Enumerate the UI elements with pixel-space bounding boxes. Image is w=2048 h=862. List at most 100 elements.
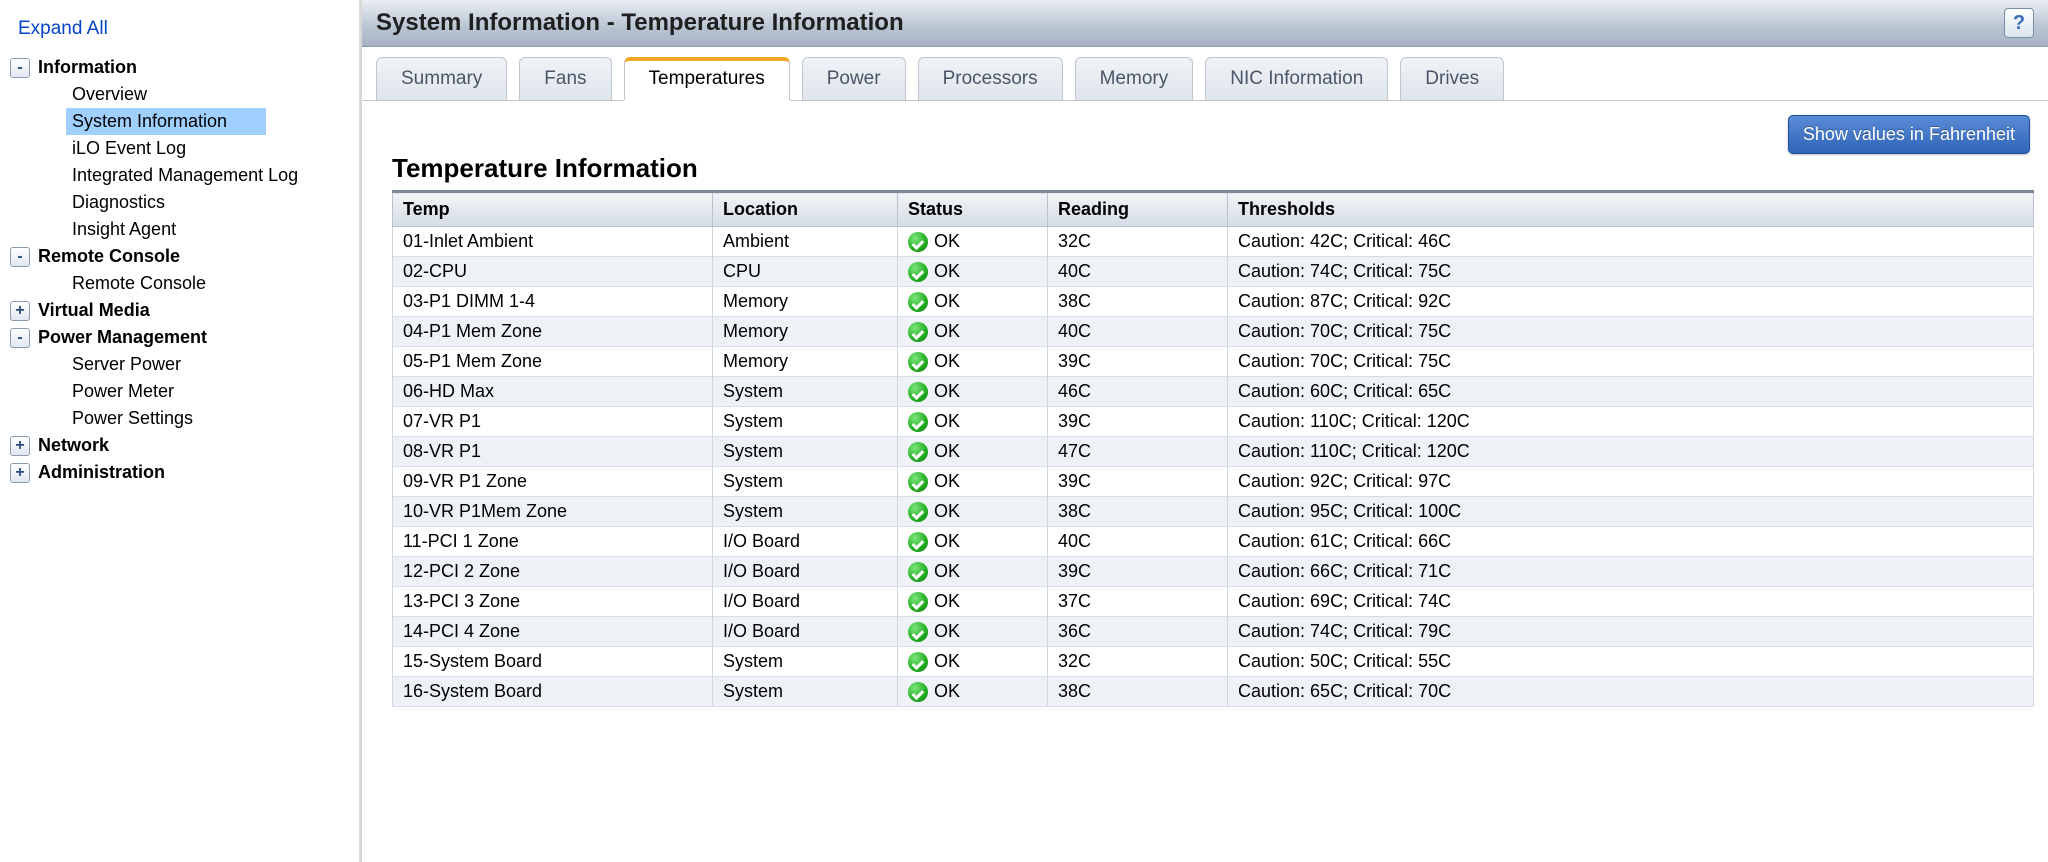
- cell-temp: 15-System Board: [393, 647, 713, 677]
- table-row: 08-VR P1SystemOK47CCaution: 110C; Critic…: [393, 437, 2034, 467]
- content-area: Show values in Fahrenheit Temperature In…: [362, 101, 2048, 721]
- cell-temp: 06-HD Max: [393, 377, 713, 407]
- cell-thresholds: Caution: 70C; Critical: 75C: [1228, 347, 2034, 377]
- toggle-unit-button[interactable]: Show values in Fahrenheit: [1788, 115, 2030, 154]
- expand-icon[interactable]: +: [10, 463, 30, 483]
- main-panel: System Information - Temperature Informa…: [362, 0, 2048, 862]
- column-header-thresholds[interactable]: Thresholds: [1228, 192, 2034, 227]
- nav-group-remote-console[interactable]: -Remote Console: [10, 243, 349, 270]
- status-ok-icon: [908, 412, 928, 432]
- cell-status: OK: [898, 407, 1048, 437]
- cell-temp: 13-PCI 3 Zone: [393, 587, 713, 617]
- nav-item-power-settings[interactable]: Power Settings: [66, 405, 266, 432]
- cell-status: OK: [898, 227, 1048, 257]
- collapse-icon[interactable]: -: [10, 247, 30, 267]
- cell-thresholds: Caution: 87C; Critical: 92C: [1228, 287, 2034, 317]
- collapse-icon[interactable]: -: [10, 58, 30, 78]
- column-header-reading[interactable]: Reading: [1048, 192, 1228, 227]
- table-row: 02-CPUCPUOK40CCaution: 74C; Critical: 75…: [393, 257, 2034, 287]
- cell-reading: 37C: [1048, 587, 1228, 617]
- cell-status: OK: [898, 347, 1048, 377]
- nav-group-information[interactable]: -Information: [10, 54, 349, 81]
- cell-thresholds: Caution: 61C; Critical: 66C: [1228, 527, 2034, 557]
- status-ok-icon: [908, 562, 928, 582]
- table-row: 14-PCI 4 ZoneI/O BoardOK36CCaution: 74C;…: [393, 617, 2034, 647]
- cell-reading: 38C: [1048, 677, 1228, 707]
- expand-icon[interactable]: +: [10, 301, 30, 321]
- nav-group-label: Virtual Media: [38, 300, 150, 321]
- cell-location: System: [713, 407, 898, 437]
- column-header-temp[interactable]: Temp: [393, 192, 713, 227]
- table-body: 01-Inlet AmbientAmbientOK32CCaution: 42C…: [393, 227, 2034, 707]
- status-text: OK: [934, 531, 960, 552]
- cell-location: Memory: [713, 347, 898, 377]
- cell-temp: 12-PCI 2 Zone: [393, 557, 713, 587]
- nav-group-power-management[interactable]: -Power Management: [10, 324, 349, 351]
- cell-thresholds: Caution: 92C; Critical: 97C: [1228, 467, 2034, 497]
- tab-drives[interactable]: Drives: [1400, 57, 1504, 100]
- table-row: 04-P1 Mem ZoneMemoryOK40CCaution: 70C; C…: [393, 317, 2034, 347]
- tab-nic-information[interactable]: NIC Information: [1205, 57, 1388, 100]
- cell-temp: 05-P1 Mem Zone: [393, 347, 713, 377]
- table-row: 09-VR P1 ZoneSystemOK39CCaution: 92C; Cr…: [393, 467, 2034, 497]
- status-text: OK: [934, 411, 960, 432]
- cell-location: I/O Board: [713, 587, 898, 617]
- header-bar: System Information - Temperature Informa…: [362, 0, 2048, 47]
- nav-item-remote-console[interactable]: Remote Console: [66, 270, 266, 297]
- cell-temp: 11-PCI 1 Zone: [393, 527, 713, 557]
- nav-item-ilo-event-log[interactable]: iLO Event Log: [66, 135, 266, 162]
- tab-processors[interactable]: Processors: [918, 57, 1063, 100]
- nav-group-label: Power Management: [38, 327, 207, 348]
- expand-icon[interactable]: +: [10, 436, 30, 456]
- cell-temp: 10-VR P1Mem Zone: [393, 497, 713, 527]
- tab-fans[interactable]: Fans: [519, 57, 611, 100]
- temperature-table: TempLocationStatusReadingThresholds 01-I…: [392, 190, 2034, 707]
- tab-temperatures[interactable]: Temperatures: [624, 57, 790, 100]
- tab-memory[interactable]: Memory: [1075, 57, 1194, 100]
- table-row: 11-PCI 1 ZoneI/O BoardOK40CCaution: 61C;…: [393, 527, 2034, 557]
- cell-thresholds: Caution: 66C; Critical: 71C: [1228, 557, 2034, 587]
- status-text: OK: [934, 441, 960, 462]
- status-ok-icon: [908, 532, 928, 552]
- cell-reading: 40C: [1048, 257, 1228, 287]
- status-ok-icon: [908, 652, 928, 672]
- tab-summary[interactable]: Summary: [376, 57, 507, 100]
- cell-status: OK: [898, 677, 1048, 707]
- status-ok-icon: [908, 322, 928, 342]
- help-icon[interactable]: ?: [2004, 8, 2034, 38]
- cell-temp: 14-PCI 4 Zone: [393, 617, 713, 647]
- cell-status: OK: [898, 287, 1048, 317]
- nav-group-network[interactable]: + Network: [10, 432, 349, 459]
- cell-thresholds: Caution: 42C; Critical: 46C: [1228, 227, 2034, 257]
- nav-item-power-meter[interactable]: Power Meter: [66, 378, 266, 405]
- nav-item-insight-agent[interactable]: Insight Agent: [66, 216, 266, 243]
- nav-item-server-power[interactable]: Server Power: [66, 351, 266, 378]
- nav-group-administration[interactable]: +Administration: [10, 459, 349, 486]
- tab-power[interactable]: Power: [802, 57, 906, 100]
- nav-item-overview[interactable]: Overview: [66, 81, 266, 108]
- status-text: OK: [934, 501, 960, 522]
- cell-thresholds: Caution: 69C; Critical: 74C: [1228, 587, 2034, 617]
- cell-temp: 16-System Board: [393, 677, 713, 707]
- cell-location: I/O Board: [713, 557, 898, 587]
- nav-item-diagnostics[interactable]: Diagnostics: [66, 189, 266, 216]
- expand-all-link[interactable]: Expand All: [10, 8, 349, 54]
- status-text: OK: [934, 321, 960, 342]
- status-ok-icon: [908, 262, 928, 282]
- column-header-status[interactable]: Status: [898, 192, 1048, 227]
- collapse-icon[interactable]: -: [10, 328, 30, 348]
- nav-item-system-information[interactable]: System Information: [66, 108, 266, 135]
- nav-item-integrated-management-log[interactable]: Integrated Management Log: [66, 162, 304, 189]
- cell-thresholds: Caution: 110C; Critical: 120C: [1228, 407, 2034, 437]
- column-header-location[interactable]: Location: [713, 192, 898, 227]
- cell-status: OK: [898, 377, 1048, 407]
- cell-reading: 38C: [1048, 287, 1228, 317]
- status-text: OK: [934, 261, 960, 282]
- cell-location: System: [713, 437, 898, 467]
- nav-group-label: Network: [38, 435, 109, 456]
- table-row: 01-Inlet AmbientAmbientOK32CCaution: 42C…: [393, 227, 2034, 257]
- status-ok-icon: [908, 502, 928, 522]
- sidebar: Expand All -InformationOverviewSystem In…: [0, 0, 362, 862]
- nav-group-virtual-media[interactable]: + Virtual Media: [10, 297, 349, 324]
- status-text: OK: [934, 561, 960, 582]
